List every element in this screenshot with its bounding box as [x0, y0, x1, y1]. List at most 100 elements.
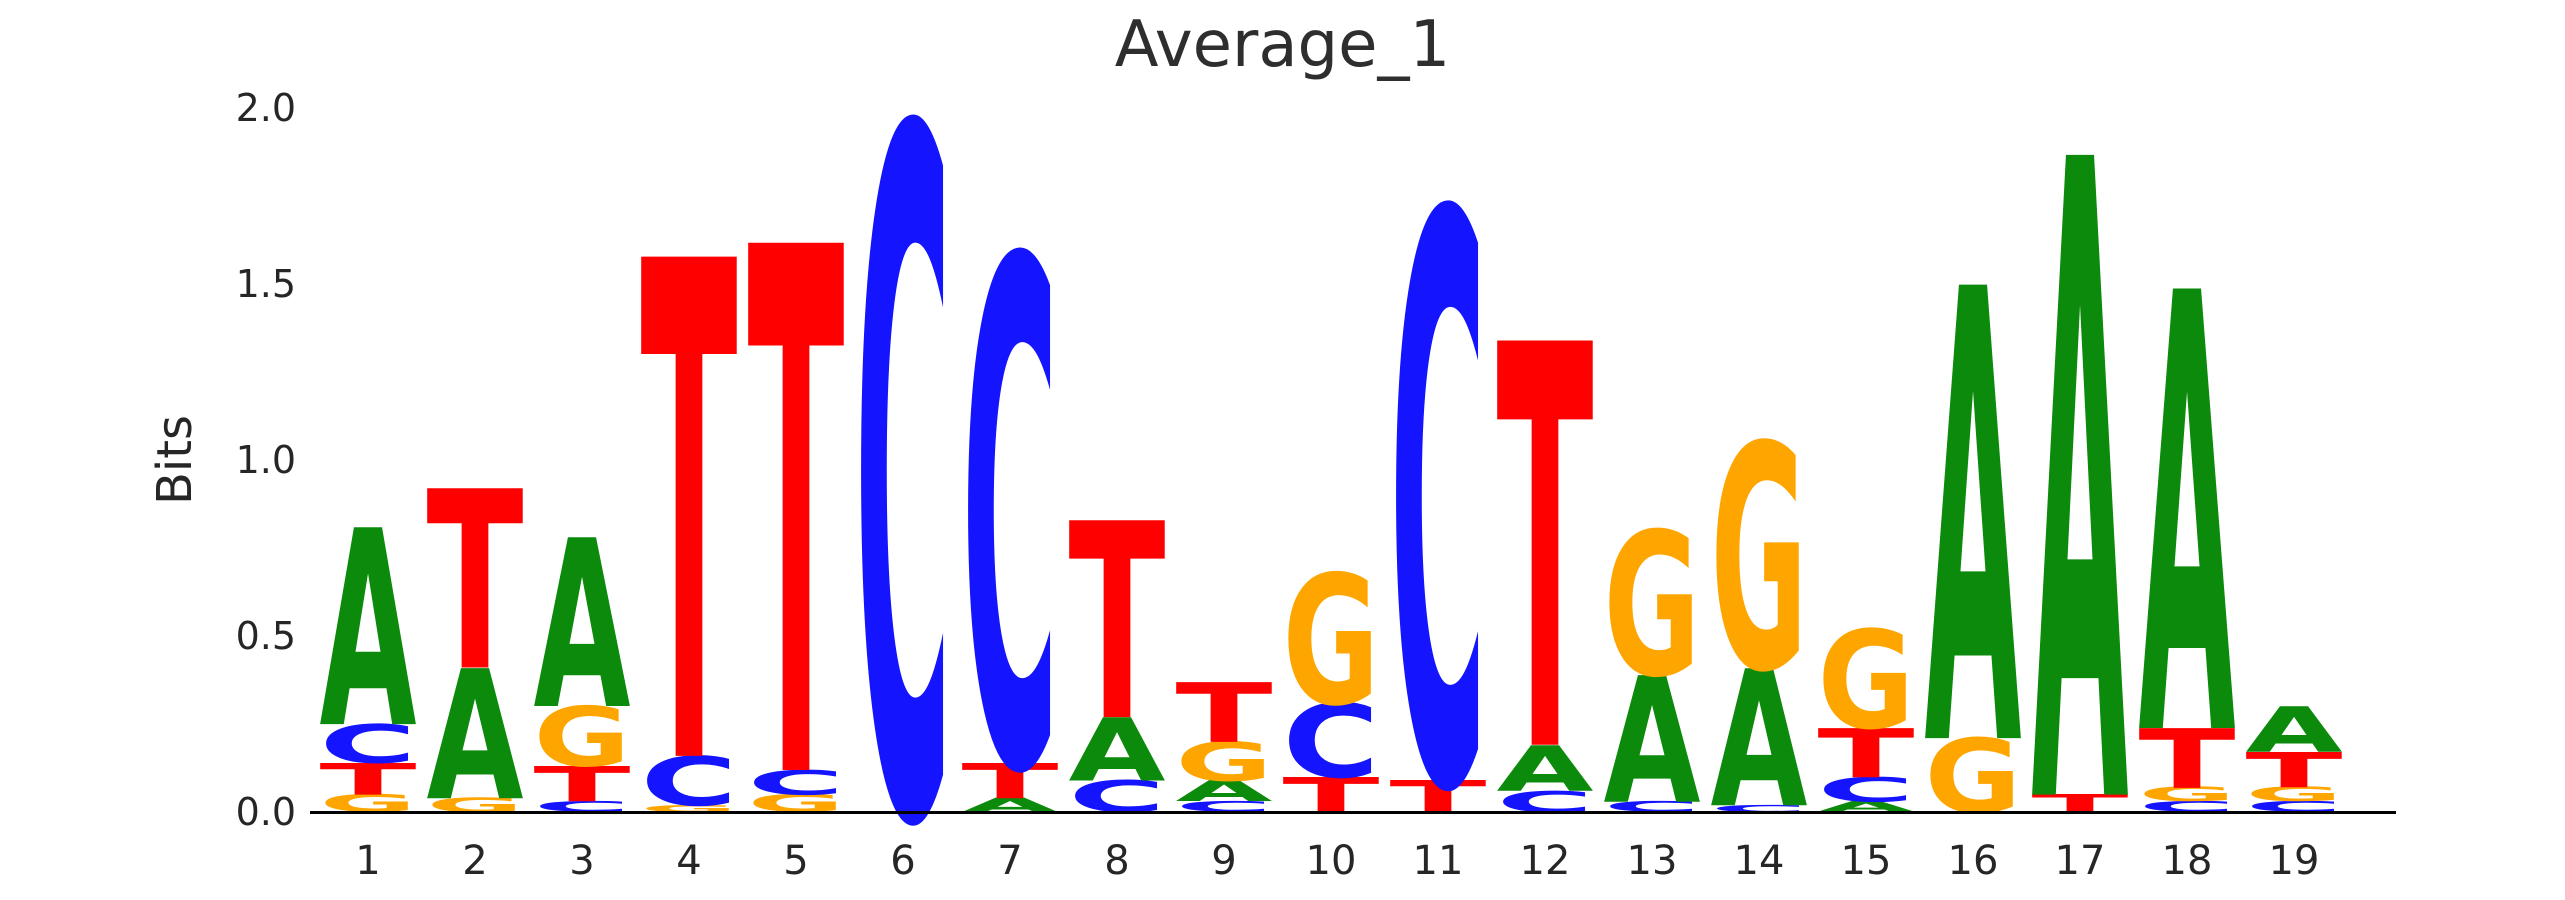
- logo-letter-A: A: [1925, 162, 2023, 886]
- svg-text:T: T: [1069, 467, 1166, 781]
- x-tick-label: 4: [676, 838, 702, 884]
- logo-letter-T: T: [2246, 743, 2343, 799]
- x-tick-label: 12: [1519, 838, 1571, 884]
- svg-text:T: T: [641, 122, 739, 900]
- logo-letter-C: C: [962, 119, 1059, 900]
- logo-letter-A: A: [2032, 0, 2130, 900]
- svg-text:C: C: [1818, 770, 1915, 810]
- logo-letter-A: A: [1497, 733, 1594, 806]
- logo-letter-G: G: [1711, 382, 1808, 741]
- logo-letter-G: G: [1283, 537, 1380, 746]
- y-tick-label: 1.0: [235, 438, 296, 482]
- x-tick-label: 8: [1104, 838, 1130, 884]
- logo-letter-A: A: [427, 632, 524, 841]
- svg-text:A: A: [534, 491, 631, 761]
- x-tick-label: 18: [2161, 838, 2213, 884]
- x-tick-label: 3: [569, 838, 595, 884]
- logo-letter-G: G: [1604, 492, 1701, 722]
- svg-text:A: A: [320, 474, 417, 788]
- svg-text:A: A: [1604, 640, 1701, 842]
- svg-text:A: A: [2139, 169, 2237, 871]
- logo-letter-T: T: [1497, 232, 1595, 877]
- logo-letter-G: G: [2246, 784, 2343, 806]
- logo-letter-C: C: [748, 763, 845, 803]
- svg-text:T: T: [2246, 743, 2343, 799]
- logo-letter-G: G: [1925, 719, 2022, 837]
- svg-text:A: A: [1497, 733, 1594, 806]
- logo-letter-A: A: [1069, 701, 1166, 802]
- svg-text:T: T: [534, 757, 631, 813]
- svg-text:G: G: [534, 690, 631, 786]
- x-tick-label: 1: [355, 838, 381, 884]
- svg-text:A: A: [1925, 162, 2023, 886]
- svg-text:A: A: [2246, 694, 2343, 767]
- y-tick-label: 0.0: [235, 790, 296, 834]
- x-tick-label: 13: [1626, 838, 1678, 884]
- x-tick-label: 11: [1412, 838, 1464, 884]
- logo-letter-T: T: [1069, 467, 1166, 781]
- svg-text:A: A: [1069, 701, 1166, 802]
- logo-letter-T: T: [320, 754, 417, 804]
- svg-text:G: G: [1176, 732, 1273, 793]
- logo-letter-T: T: [748, 99, 846, 900]
- logo-letter-T: T: [534, 757, 631, 813]
- logo-letter-G: G: [1176, 732, 1273, 793]
- logo-letter-G: G: [641, 803, 738, 814]
- svg-text:A: A: [1176, 775, 1273, 809]
- svg-text:T: T: [1818, 715, 1915, 793]
- logo-letter-G: G: [2139, 784, 2236, 806]
- x-tick-label: 19: [2268, 838, 2320, 884]
- y-tick-label: 1.5: [235, 262, 296, 306]
- logo-letter-A: A: [2246, 694, 2343, 767]
- logo-letter-C: C: [1818, 770, 1915, 810]
- x-tick-label: 7: [997, 838, 1023, 884]
- svg-text:A: A: [2032, 0, 2130, 900]
- x-tick-label: 15: [1840, 838, 1892, 884]
- logo-letter-A: A: [1604, 640, 1701, 842]
- y-tick-label: 0.5: [235, 614, 296, 658]
- svg-text:T: T: [2139, 711, 2236, 807]
- svg-text:T: T: [748, 99, 846, 900]
- svg-text:C: C: [1283, 683, 1380, 801]
- svg-text:T: T: [320, 754, 417, 804]
- logo-letter-A: A: [320, 474, 417, 788]
- svg-text:T: T: [1497, 232, 1595, 877]
- svg-text:T: T: [962, 754, 1059, 810]
- x-tick-label: 5: [783, 838, 809, 884]
- logo-letter-T: T: [1283, 768, 1380, 824]
- logo-letter-C: C: [1283, 683, 1380, 801]
- x-tick-label: 14: [1733, 838, 1785, 884]
- svg-text:G: G: [1604, 492, 1701, 722]
- logo-letter-C: C: [855, 0, 952, 900]
- chart-title: Average_1: [1114, 8, 1451, 82]
- svg-text:G: G: [1711, 382, 1808, 741]
- svg-text:C: C: [962, 119, 1059, 900]
- logo-letter-C: C: [320, 714, 417, 775]
- svg-text:G: G: [1818, 603, 1915, 760]
- logo-letter-C: C: [641, 743, 738, 821]
- logo-letter-T: T: [962, 754, 1059, 810]
- svg-text:C: C: [1390, 56, 1487, 900]
- logo-letter-T: T: [427, 439, 524, 726]
- logo-letter-C: C: [1711, 803, 1808, 814]
- logo-letter-T: T: [641, 122, 739, 900]
- logo-letter-T: T: [1176, 665, 1273, 761]
- svg-text:C: C: [855, 0, 952, 900]
- svg-text:G: G: [1925, 719, 2022, 837]
- x-tick-label: 10: [1305, 838, 1357, 884]
- svg-text:G: G: [2139, 784, 2236, 806]
- logo-letter-G: G: [1818, 603, 1915, 760]
- x-tick-label: 17: [2054, 838, 2106, 884]
- svg-text:T: T: [1283, 768, 1380, 824]
- logo-letter-T: T: [1818, 715, 1915, 793]
- svg-text:C: C: [641, 743, 738, 821]
- svg-text:C: C: [1711, 803, 1808, 814]
- svg-text:G: G: [1283, 537, 1380, 746]
- logo-letter-C: C: [1390, 56, 1487, 900]
- svg-text:C: C: [320, 714, 417, 775]
- svg-text:A: A: [427, 632, 524, 841]
- svg-text:T: T: [427, 439, 524, 726]
- x-tick-label: 16: [1947, 838, 1999, 884]
- logo-letter-A: A: [1176, 775, 1273, 809]
- x-tick-label: 2: [462, 838, 488, 884]
